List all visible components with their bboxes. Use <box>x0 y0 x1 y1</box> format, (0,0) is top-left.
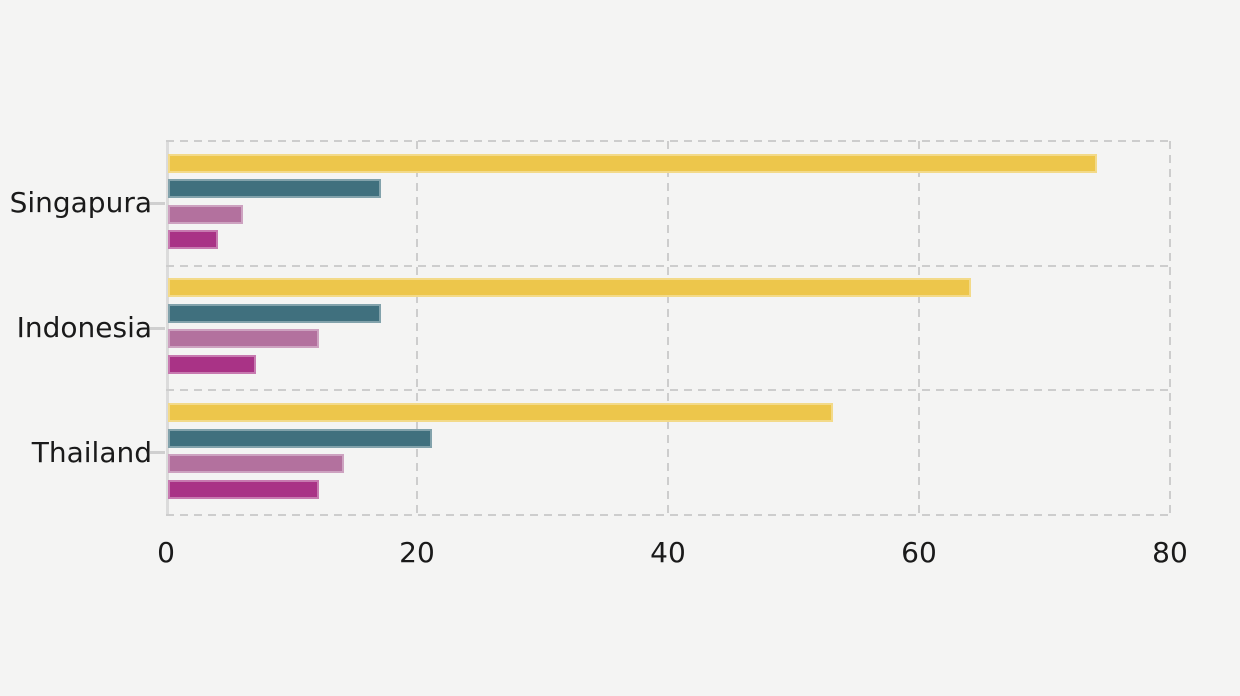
x-tick-label-20: 20 <box>399 536 435 569</box>
bar-singapura-series-4 <box>168 230 219 250</box>
gridline-x-40 <box>667 141 669 515</box>
x-tick-label-80: 80 <box>1152 536 1188 569</box>
gridline-x-60 <box>918 141 920 515</box>
x-tick-label-60: 60 <box>901 536 937 569</box>
category-label-thailand: Thailand <box>31 435 152 469</box>
gridline-x-20 <box>416 141 418 515</box>
category-tick-mark <box>150 451 165 455</box>
category-tick-mark <box>150 201 165 205</box>
bar-singapura-series-3 <box>168 204 244 224</box>
plot-area <box>166 140 1171 516</box>
bar-indonesia-series-4 <box>168 354 256 374</box>
x-tick-label-40: 40 <box>650 536 686 569</box>
bar-indonesia-series-2 <box>168 303 382 323</box>
bar-indonesia-series-1 <box>168 278 972 298</box>
bar-thailand-series-1 <box>168 403 834 423</box>
bar-thailand-series-2 <box>168 428 432 448</box>
plot-bottom-border <box>166 514 1170 516</box>
bar-thailand-series-3 <box>168 454 344 474</box>
gridline-x-80 <box>1169 141 1171 515</box>
category-label-indonesia: Indonesia <box>16 311 152 344</box>
y-axis-line <box>166 141 169 515</box>
bar-singapura-series-2 <box>168 179 382 199</box>
bar-indonesia-series-3 <box>168 329 319 349</box>
bar-singapura-series-1 <box>168 153 1097 173</box>
bar-thailand-series-4 <box>168 479 319 499</box>
category-tick-mark <box>150 326 165 330</box>
x-tick-label-0: 0 <box>157 536 175 569</box>
category-label-singapura: Singapura <box>9 186 152 220</box>
